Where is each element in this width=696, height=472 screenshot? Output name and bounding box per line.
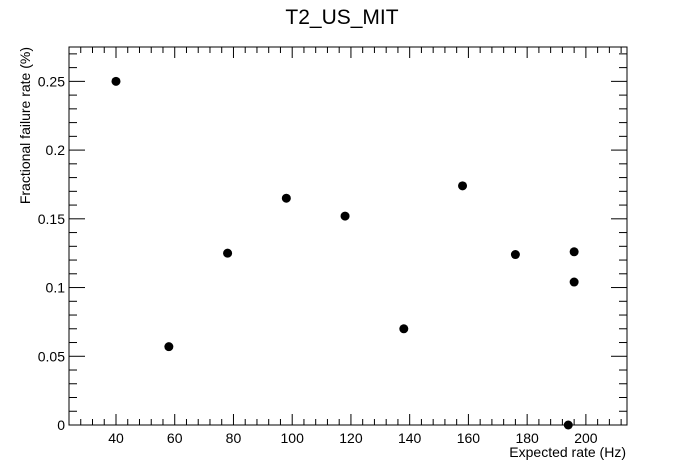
data-point — [510, 250, 520, 260]
x-axis-ticks: 40 60 80 100 120 140 160 180 200 — [68, 47, 622, 446]
y-tick-label: 0.05 — [38, 348, 65, 364]
data-point — [458, 181, 468, 191]
y-tick-label: 0.2 — [46, 142, 66, 158]
data-point — [340, 211, 350, 221]
data-point — [569, 247, 579, 257]
data-point — [563, 420, 573, 430]
y-tick-label: 0.1 — [46, 280, 66, 296]
data-point — [569, 277, 579, 287]
data-point — [399, 324, 409, 334]
x-tick-label: 80 — [226, 430, 242, 446]
data-points — [111, 76, 579, 430]
data-point — [164, 342, 174, 352]
x-tick-label: 120 — [339, 430, 363, 446]
y-tick-label: 0.25 — [38, 73, 65, 89]
x-tick-label: 140 — [398, 430, 422, 446]
y-tick-label: 0 — [57, 417, 65, 433]
x-axis-title: Expected rate (Hz) — [509, 444, 626, 460]
x-tick-label: 100 — [281, 430, 305, 446]
y-axis-ticks: 0 0.05 0.1 0.15 0.2 0.25 — [38, 53, 627, 433]
plot-frame — [68, 46, 628, 426]
data-point — [223, 248, 233, 258]
y-tick-label: 0.15 — [38, 211, 65, 227]
x-tick-label: 180 — [515, 430, 539, 446]
x-tick-label: 40 — [108, 430, 124, 446]
x-tick-label: 60 — [167, 430, 183, 446]
x-tick-label: 160 — [457, 430, 481, 446]
chart-title: T2_US_MIT — [285, 6, 398, 29]
x-tick-label: 200 — [574, 430, 598, 446]
plot-axes — [68, 46, 628, 426]
data-point — [111, 76, 121, 86]
y-axis-title: Fractional failure rate (%) — [17, 47, 33, 204]
data-point — [281, 193, 291, 203]
